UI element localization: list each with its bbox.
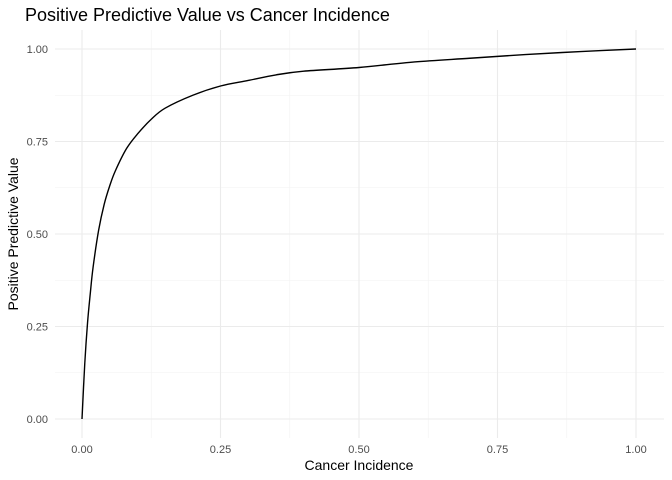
x-tick-label: 0.75 — [487, 444, 508, 456]
tick-labels: 0.00 0.25 0.50 0.75 1.00 0.00 0.25 0.50 0.75 1.00 — [27, 44, 647, 456]
chart-title: Positive Predictive Value vs Cancer Inci… — [25, 5, 390, 25]
series-line — [81, 48, 637, 420]
x-tick-label: 0.25 — [210, 444, 231, 456]
x-tick-label: 1.00 — [625, 444, 646, 456]
x-axis-title: Cancer Incidence — [305, 457, 414, 473]
y-tick-label: 0.25 — [27, 322, 48, 334]
grid — [55, 30, 664, 438]
x-tick-label: 0.00 — [71, 444, 92, 456]
y-tick-label: 0.00 — [27, 414, 48, 426]
series-layer — [81, 48, 637, 420]
y-tick-label: 0.75 — [27, 137, 48, 149]
y-tick-label: 0.50 — [27, 229, 48, 241]
y-axis-title: Positive Predictive Value — [5, 157, 21, 310]
x-tick-label: 0.50 — [348, 444, 369, 456]
y-tick-label: 1.00 — [27, 44, 48, 56]
